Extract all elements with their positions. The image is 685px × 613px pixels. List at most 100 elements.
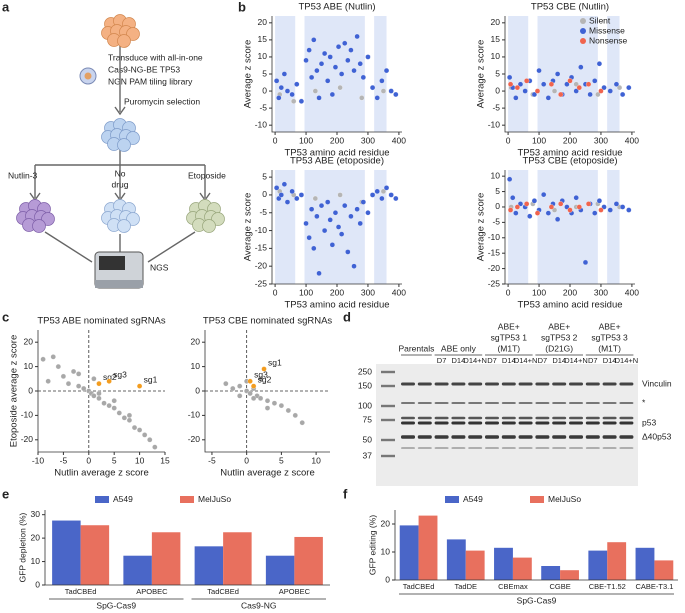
point [587,91,593,98]
chart-title: TP53 CBE (Nutlin) [531,2,609,13]
point [613,201,620,207]
y-tick-label: -10 [488,232,501,242]
y-tick-label: -20 [488,263,501,273]
blot-band [468,416,483,420]
point [360,199,366,205]
x-axis-label: TP53 amino acid residue [517,148,622,159]
blot-band [535,447,550,449]
point [303,57,309,64]
x-axis-label: Nutlin average z score [54,468,149,479]
lane-label: D14 [552,356,566,365]
sequencer-screen [99,256,125,270]
point [354,206,360,212]
x-tick-label: 400 [392,287,406,297]
y-tick-label: -20 [255,260,268,270]
point [524,78,530,84]
blot-membrane [376,364,638,486]
point [338,231,345,237]
point [548,81,555,87]
marker-label: 50 [363,434,373,444]
point [325,199,331,205]
x-tick-label: CBEmax [498,582,528,591]
point [332,210,339,216]
blot-band [417,402,432,404]
point-label: sg2 [103,372,117,382]
point [308,206,315,212]
x-axis-label: TP53 amino acid residue [517,300,622,311]
point [626,84,632,91]
blot-band [535,382,550,386]
point [321,50,328,57]
point [50,354,56,360]
x-tick-label: 400 [392,135,406,145]
x-tick-label: -10 [32,455,45,465]
point [329,242,336,248]
y-tick-label: -5 [492,102,500,112]
group-label: SpG-Cas9 [96,600,136,610]
blot-band [434,416,449,420]
y-tick-label: 10 [381,546,391,556]
marker-label: 250 [358,366,372,376]
point [507,81,514,87]
x-tick-label: 200 [563,135,577,145]
x-tick-label: 300 [594,287,608,297]
point [136,383,143,389]
y-tick-label: 0 [385,574,390,584]
y-tick-label: -20 [21,434,34,444]
blot-band [569,447,583,449]
marker-label: 150 [358,380,372,390]
y-tick-label: 20 [191,336,201,346]
blot-band [468,382,483,386]
blot-band [501,421,516,425]
point [308,74,315,81]
blot-band [569,421,583,425]
point [298,98,305,104]
bar [399,525,419,580]
blot-band [468,421,483,425]
x-axis-label: TP53 amino acid residue [284,148,389,159]
point [351,263,357,269]
blot-band [417,421,432,425]
point [613,81,620,87]
chart-title: TP53 CBE nominated sgRNAs [203,316,333,327]
point [365,54,371,60]
point [374,95,380,101]
bar [80,525,110,585]
bar [223,532,252,585]
blot-band [602,382,617,386]
legend-label: Silent [589,15,611,25]
point [257,376,264,382]
x-tick-label: 10 [135,455,145,465]
y-tick-label: 20 [31,532,41,542]
bar [52,520,81,585]
blot-band [451,435,466,439]
bar [654,560,674,580]
blot-band [451,421,466,425]
x-tick-label: CBE-T1.52 [589,582,626,591]
point [257,395,264,401]
point [136,427,143,433]
point [513,95,519,101]
point [111,398,117,404]
point [306,47,312,53]
legend-label: Nonsense [589,35,628,45]
blot-band [468,435,483,439]
point [325,78,331,84]
point [278,402,285,409]
point [619,91,626,98]
cell [41,212,55,226]
point [91,393,97,399]
ladder-band [381,438,395,442]
point [513,210,519,216]
point [369,84,376,91]
y-tick-label: 0 [28,385,33,395]
blot-band [417,382,432,386]
cell [117,219,131,233]
point-label: sg1 [268,357,282,367]
point [70,368,77,375]
blot-band [552,421,567,425]
point-label: sg3 [254,369,268,379]
y-tick-label: 20 [491,17,501,27]
point [312,195,318,202]
domain-shade [537,16,598,132]
